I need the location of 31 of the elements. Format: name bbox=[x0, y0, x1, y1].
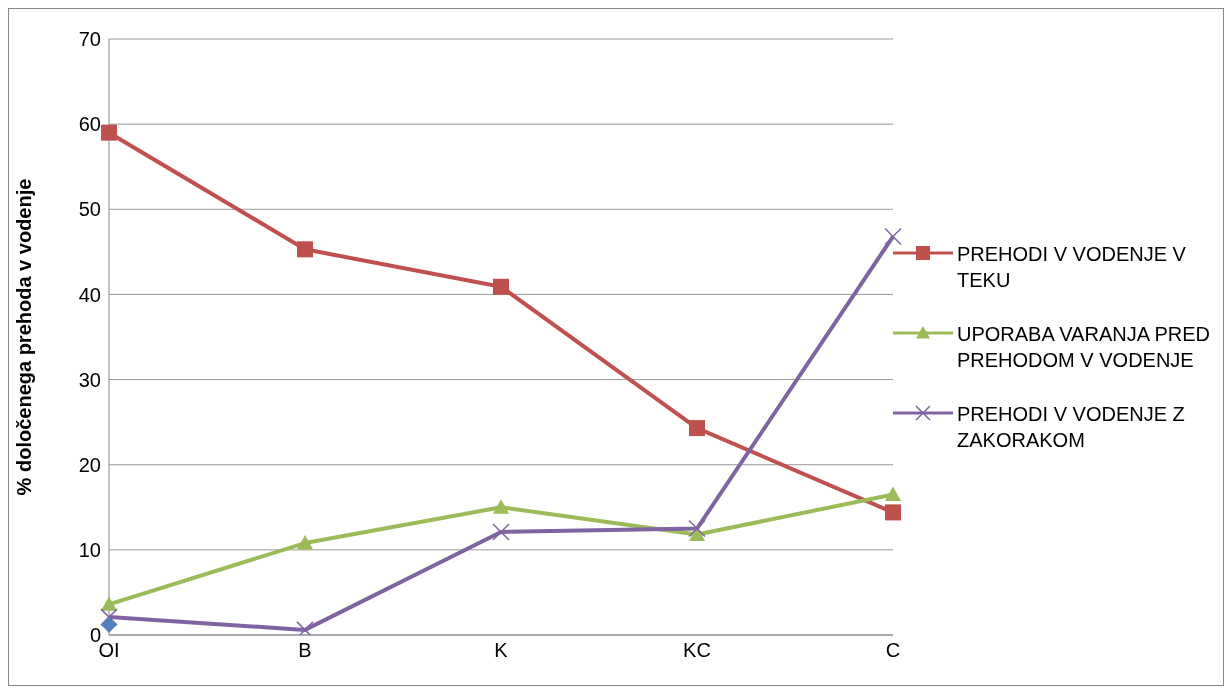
legend-label: PREHODI V VODENJE V TEKU bbox=[957, 242, 1187, 293]
y-tick-label: 60 bbox=[78, 113, 101, 136]
y-tick-label: 10 bbox=[78, 538, 101, 561]
point bbox=[885, 486, 901, 501]
point bbox=[493, 499, 509, 514]
point bbox=[492, 523, 510, 541]
point bbox=[297, 535, 313, 550]
point bbox=[688, 519, 706, 538]
x-tick-label: C bbox=[885, 639, 901, 662]
x-tick-label: B bbox=[298, 639, 312, 662]
x-tick-label: KC bbox=[683, 639, 711, 662]
point bbox=[297, 241, 313, 258]
legend-label: PREHODI V VODENJE Z ZAKORAKOM bbox=[957, 402, 1186, 453]
point bbox=[101, 616, 117, 633]
y-tick-label: 20 bbox=[78, 453, 101, 476]
legend-label: UPORABA VARANJA PRED PREHODOM V VODENJE bbox=[957, 322, 1212, 373]
y-axis-title: % določenega prehoda v vodenje bbox=[13, 178, 36, 496]
y-tick-label: 70 bbox=[78, 28, 101, 51]
y-tick-label: 0 bbox=[89, 624, 101, 647]
point bbox=[101, 124, 117, 141]
point bbox=[296, 621, 314, 635]
point bbox=[884, 227, 902, 246]
point bbox=[100, 608, 118, 626]
point bbox=[885, 504, 901, 521]
y-tick-label: 40 bbox=[78, 283, 101, 306]
point bbox=[689, 420, 705, 437]
y-tick-label: 30 bbox=[78, 368, 101, 391]
x-tick-label: K bbox=[494, 639, 509, 662]
point bbox=[101, 596, 117, 611]
point bbox=[493, 278, 509, 295]
y-tick-label: 50 bbox=[78, 198, 101, 221]
